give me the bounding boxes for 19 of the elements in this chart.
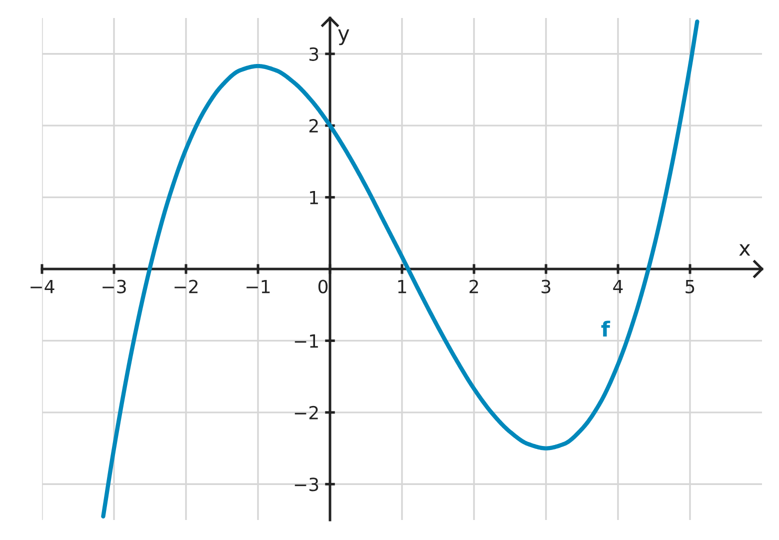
x-tick-label: 1 [398,280,406,294]
y-axis-title: y [338,29,350,46]
y-tick-label: 2 [309,119,318,132]
x-tick-label: −3 [102,280,126,294]
x-tick-label: 2 [470,280,478,294]
x-tick-label: 3 [542,280,550,294]
x-tick-label: 4 [613,280,623,294]
x-tick-label: 0 [318,280,328,294]
y-tick-label: 1 [310,190,318,204]
x-tick-label: 5 [686,280,694,294]
y-tick-label: −3 [294,478,318,492]
x-axis-title: x [739,244,750,256]
x-tick-label: −2 [174,280,198,294]
y-tick-label: 3 [309,47,318,61]
y-tick-label: −1 [294,334,318,348]
y-tick-label: −2 [294,406,318,420]
x-tick-label: −1 [246,280,270,294]
series-label: f [601,320,610,337]
x-tick-label: −4 [30,280,54,294]
